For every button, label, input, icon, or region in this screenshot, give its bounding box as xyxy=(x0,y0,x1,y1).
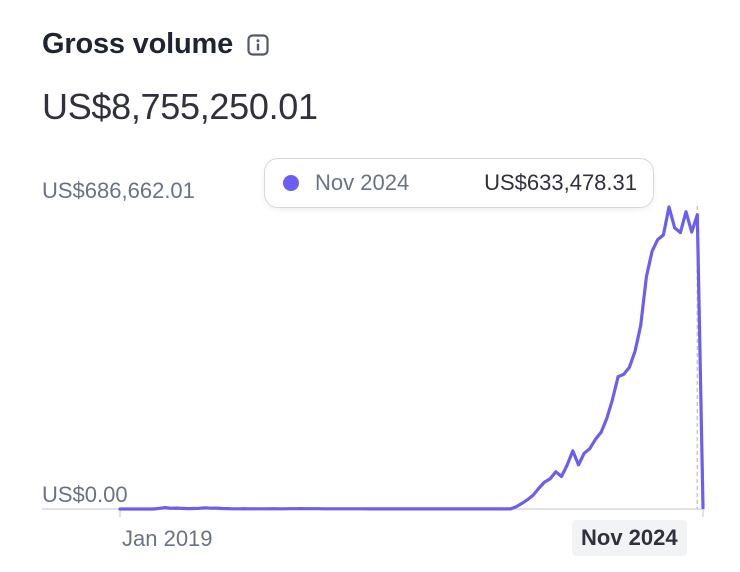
total-value: US$8,755,250.01 xyxy=(42,86,318,127)
tooltip-date: Nov 2024 xyxy=(315,170,410,195)
x-axis-start-label: Jan 2019 xyxy=(122,526,213,551)
x-axis-end-label: Nov 2024 xyxy=(572,520,687,556)
tooltip-value: US$633,478.31 xyxy=(484,170,637,195)
chart-title: Gross volume xyxy=(42,28,233,60)
series-line[interactable] xyxy=(118,205,705,511)
header: Gross volume xyxy=(42,28,269,61)
y-axis-min-label: US$0.00 xyxy=(42,482,128,507)
y-axis-max-label: US$686,662.01 xyxy=(42,178,195,203)
tooltip: Nov 2024 US$633,478.31 xyxy=(264,158,654,208)
tooltip-series-dot xyxy=(283,175,299,191)
info-icon[interactable] xyxy=(247,33,269,56)
